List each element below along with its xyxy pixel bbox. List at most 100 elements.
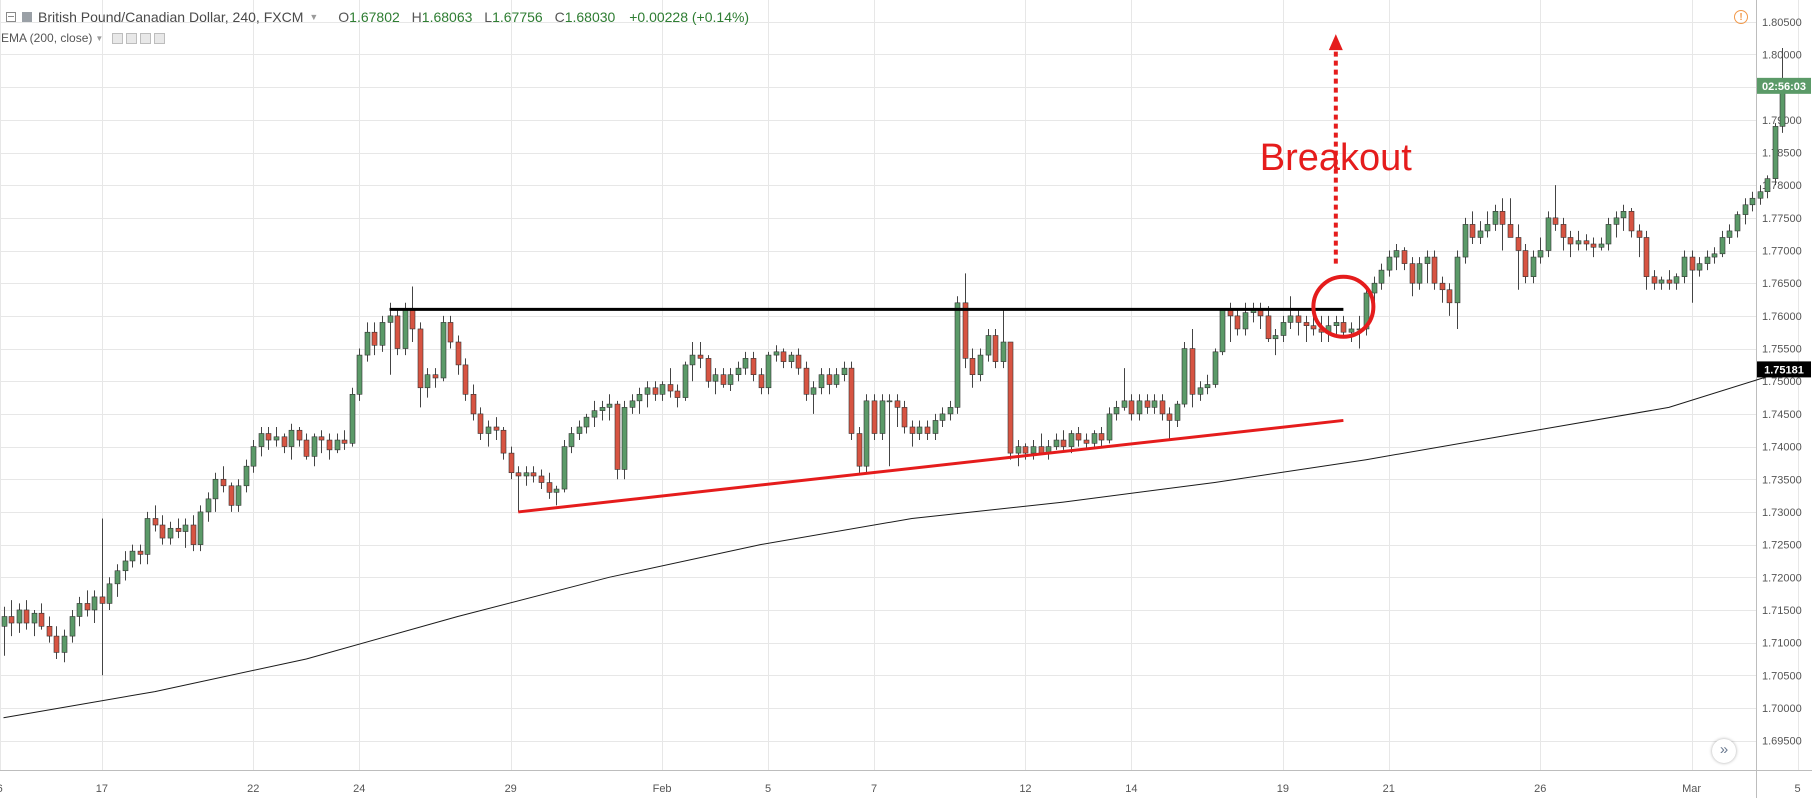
candle-body-down (1499, 211, 1506, 225)
candle (576, 420, 583, 441)
candle (1128, 394, 1135, 421)
candle-body-down (705, 358, 712, 382)
candle-body-up (273, 436, 280, 441)
candle-body-down (1144, 400, 1151, 408)
grid (0, 0, 1799, 770)
open-label: O (338, 9, 350, 25)
y-tick-label: 1.71000 (1762, 638, 1802, 650)
scroll-to-latest-icon[interactable]: » (1712, 739, 1736, 763)
candle-body-up (288, 429, 295, 447)
y-tick-label: 1.73500 (1762, 474, 1802, 486)
x-tick-label: 17 (96, 783, 108, 795)
candle-body-down (152, 518, 159, 526)
candle (1, 606, 8, 656)
y-tick-label: 1.75500 (1762, 344, 1802, 356)
chevron-down-icon[interactable]: ▼ (309, 12, 319, 22)
candle (311, 433, 318, 467)
candle (31, 609, 38, 637)
visibility-icon[interactable] (112, 32, 124, 44)
candle (235, 479, 242, 512)
more-icon[interactable] (140, 32, 152, 44)
candle-body-up (1333, 322, 1340, 326)
candle (1393, 243, 1400, 271)
candle-body-up (1673, 276, 1680, 284)
candle (674, 384, 681, 408)
candle (318, 430, 325, 454)
candle-body-down (1522, 250, 1529, 277)
candle-body-up (523, 472, 530, 477)
alert-icon[interactable]: ! (1734, 10, 1748, 24)
candle-body-up (568, 433, 575, 447)
candle (1295, 309, 1302, 336)
candle-body-up (1757, 191, 1764, 199)
symbol-title[interactable]: British Pound/Canadian Dollar, 240, FXCM (38, 9, 304, 25)
candle-body-up (1620, 211, 1627, 219)
collapse-legend-icon[interactable] (6, 12, 16, 22)
candle-body-down (871, 400, 878, 434)
indicator-label[interactable]: EMA (200, close) (1, 31, 93, 45)
candle (1560, 217, 1567, 251)
candle (152, 505, 159, 532)
candle (1250, 302, 1257, 323)
candle-body-up (243, 465, 250, 487)
candle-body-down (1507, 224, 1514, 238)
candle-body-up (1537, 250, 1544, 258)
candle-body-up (197, 511, 204, 545)
candle (326, 433, 333, 460)
candle-body-up (1363, 292, 1370, 330)
candle (356, 348, 363, 401)
candle-body-up (1280, 322, 1287, 336)
candle-body-down (758, 374, 765, 389)
ema-200-line (3, 369, 1791, 719)
candle-body-up (114, 570, 121, 585)
candle-body-down (8, 616, 15, 624)
candle (659, 381, 666, 401)
close-icon[interactable] (154, 32, 166, 44)
candle (1719, 230, 1726, 258)
candle-body-up (947, 407, 954, 415)
candle (1204, 374, 1211, 395)
candle-body-up (629, 400, 636, 408)
candle-body-down (803, 367, 810, 395)
candle-body-up (91, 596, 98, 611)
candle (424, 368, 431, 398)
candle-body-down (795, 354, 802, 369)
candle-body-up (712, 374, 719, 382)
candle (1636, 224, 1643, 258)
candle (122, 551, 129, 581)
candle (1053, 433, 1060, 450)
candle-body-up (1371, 282, 1378, 294)
candle-body-down (826, 374, 833, 385)
candle (1469, 211, 1476, 244)
candle (591, 400, 598, 427)
candle (440, 315, 447, 382)
candle (727, 368, 734, 392)
candle-body-up (144, 518, 151, 555)
settings-icon[interactable] (126, 32, 138, 44)
candle-body-down (515, 472, 522, 477)
candle-body-up (76, 603, 83, 617)
candle-body-down (848, 367, 855, 434)
candle-body-down (1567, 237, 1574, 245)
candle (364, 322, 371, 362)
candle-body-down (318, 436, 325, 441)
candle-body-down (614, 403, 621, 470)
candle-body-down (228, 485, 235, 506)
candle (1499, 198, 1506, 251)
x-tick-label: Mar (1682, 783, 1701, 795)
x-tick-label: 24 (353, 783, 365, 795)
y-tick-label: 1.70500 (1762, 670, 1802, 682)
candle-body-down (1552, 217, 1559, 225)
candle-body-up (863, 400, 870, 467)
candle (462, 358, 469, 401)
candle-body-down (500, 429, 507, 454)
candle-body-down (1560, 224, 1567, 238)
candle (1144, 394, 1151, 414)
chevron-down-icon[interactable]: ▼ (95, 33, 104, 43)
candle (197, 505, 204, 552)
candle-body-up (1151, 400, 1158, 408)
candle-body-down (750, 358, 757, 375)
candle-body-up (1348, 328, 1355, 333)
candle-body-up (977, 354, 984, 375)
